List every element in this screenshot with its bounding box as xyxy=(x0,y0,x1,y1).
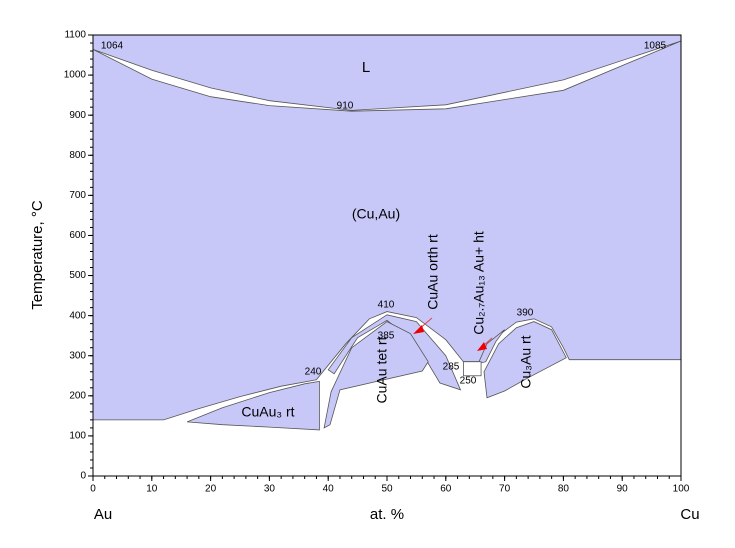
x-tick-label: 30 xyxy=(264,484,276,495)
y-tick-label: 200 xyxy=(69,390,86,401)
y-tick-label: 100 xyxy=(69,431,86,442)
annotation: CuAu₃ rt xyxy=(241,404,294,420)
y-tick-label: 1100 xyxy=(64,30,86,41)
annotation: 410 xyxy=(378,300,395,311)
x-tick-label: 50 xyxy=(381,484,393,495)
annotation: 910 xyxy=(337,101,354,112)
x-tick-label: 0 xyxy=(90,484,96,495)
annotation: 390 xyxy=(517,308,534,319)
y-tick-label: 1000 xyxy=(64,70,87,81)
y-tick-label: 400 xyxy=(69,310,86,321)
y-tick-label: 0 xyxy=(80,471,86,482)
x-tick-label: 70 xyxy=(499,484,511,495)
y-tick-label: 800 xyxy=(69,150,86,161)
x-tick-label: 10 xyxy=(146,484,158,495)
x-tick-label: 40 xyxy=(323,484,335,495)
two-phase-box xyxy=(463,361,482,377)
annotation: CuAu tet rt xyxy=(374,336,390,403)
y-tick-label: 600 xyxy=(69,230,86,241)
y-axis-label: Temperature, °C xyxy=(29,200,46,310)
y-tick-label: 500 xyxy=(69,270,86,281)
x-tick-label: 20 xyxy=(205,484,217,495)
x-tick-label: 100 xyxy=(673,484,690,495)
annotation: (Cu,Au) xyxy=(352,206,400,222)
regions xyxy=(92,35,682,477)
y-tick-label: 700 xyxy=(69,190,86,201)
annotation: 285 xyxy=(443,362,460,373)
y-tick-label: 900 xyxy=(69,110,86,121)
arrows xyxy=(413,317,493,351)
annotation: Cu₃Au rt xyxy=(518,335,534,388)
annotation: 240 xyxy=(305,367,322,378)
y-tick-label: 300 xyxy=(69,350,86,361)
cuau-tet-region xyxy=(323,321,429,429)
cuau3-region xyxy=(186,380,320,431)
right-element: Cu xyxy=(680,506,699,523)
annotation: 385 xyxy=(378,331,395,342)
annotation: 250 xyxy=(460,376,477,387)
annotation: L xyxy=(362,59,370,76)
x-axis-label: at. % xyxy=(370,506,404,523)
annotation: 1064 xyxy=(101,41,124,52)
cuau-orth-region xyxy=(327,314,462,391)
x-tick-label: 60 xyxy=(440,484,452,495)
annotation: CuAu orth rt xyxy=(425,234,441,310)
left-element: Au xyxy=(94,506,112,523)
annotation: Cu₂.₇Au₁₃ Au+ ht xyxy=(471,231,487,335)
x-tick-label: 90 xyxy=(617,484,629,495)
annotation: 1085 xyxy=(644,41,667,52)
x-tick-label: 80 xyxy=(558,484,570,495)
cu3au-region xyxy=(483,321,567,399)
